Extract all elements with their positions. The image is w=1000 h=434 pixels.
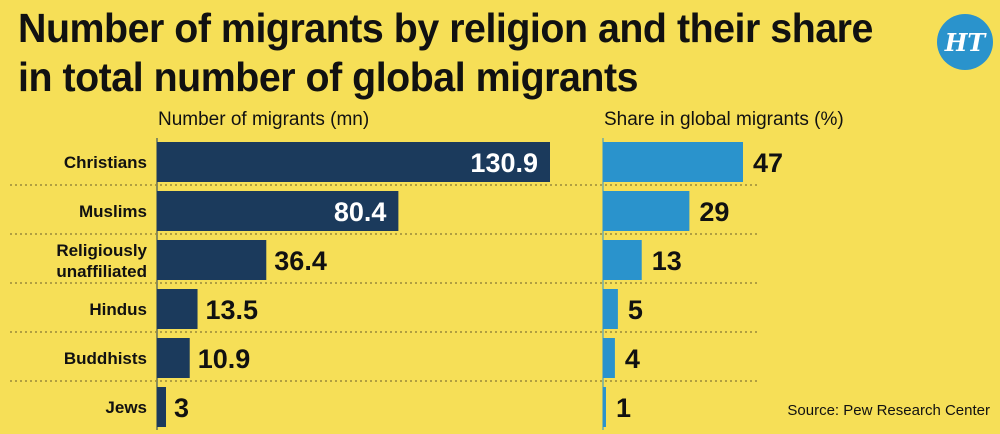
migrants-value-label: 13.5 [206,295,259,325]
migrants-value-label: 36.4 [274,246,327,276]
migrants-bar [157,338,190,378]
migrants-bar [157,289,198,329]
share-bar [603,191,690,231]
share-value-label: 29 [699,197,729,227]
share-bar [603,289,618,329]
source-note: Source: Pew Research Center [787,402,990,419]
category-label: Muslims [79,202,147,221]
migrants-value-label: 10.9 [198,344,251,374]
chart-title: Number of migrants by religion and their… [18,5,873,100]
category-label: Religiously [56,241,147,260]
share-value-label: 4 [625,344,640,374]
migrants-value-label: 3 [174,393,189,423]
migrants-value-label: 130.9 [470,148,538,178]
share-bar [603,142,743,182]
migrants-bar [157,142,550,182]
migrants-value-label: 80.4 [334,197,387,227]
share-value-label: 5 [628,295,643,325]
share-value-label: 13 [652,246,682,276]
share-value-label: 1 [616,393,631,423]
ht-logo-icon: HT [937,14,993,70]
category-label: Christians [64,153,147,172]
migrants-bar [157,387,167,427]
share-bar [603,338,615,378]
category-label: unaffiliated [56,262,147,281]
migrants-bar [157,240,267,280]
category-label: Buddhists [64,349,147,368]
right-column-heading: Share in global migrants (%) [604,109,844,130]
left-column-heading: Number of migrants (mn) [158,109,370,130]
migrants-bar [157,191,399,231]
category-label: Jews [105,398,147,417]
category-label: Hindus [89,300,147,319]
share-bar [603,387,606,427]
share-bar [603,240,642,280]
share-value-label: 47 [753,148,783,178]
